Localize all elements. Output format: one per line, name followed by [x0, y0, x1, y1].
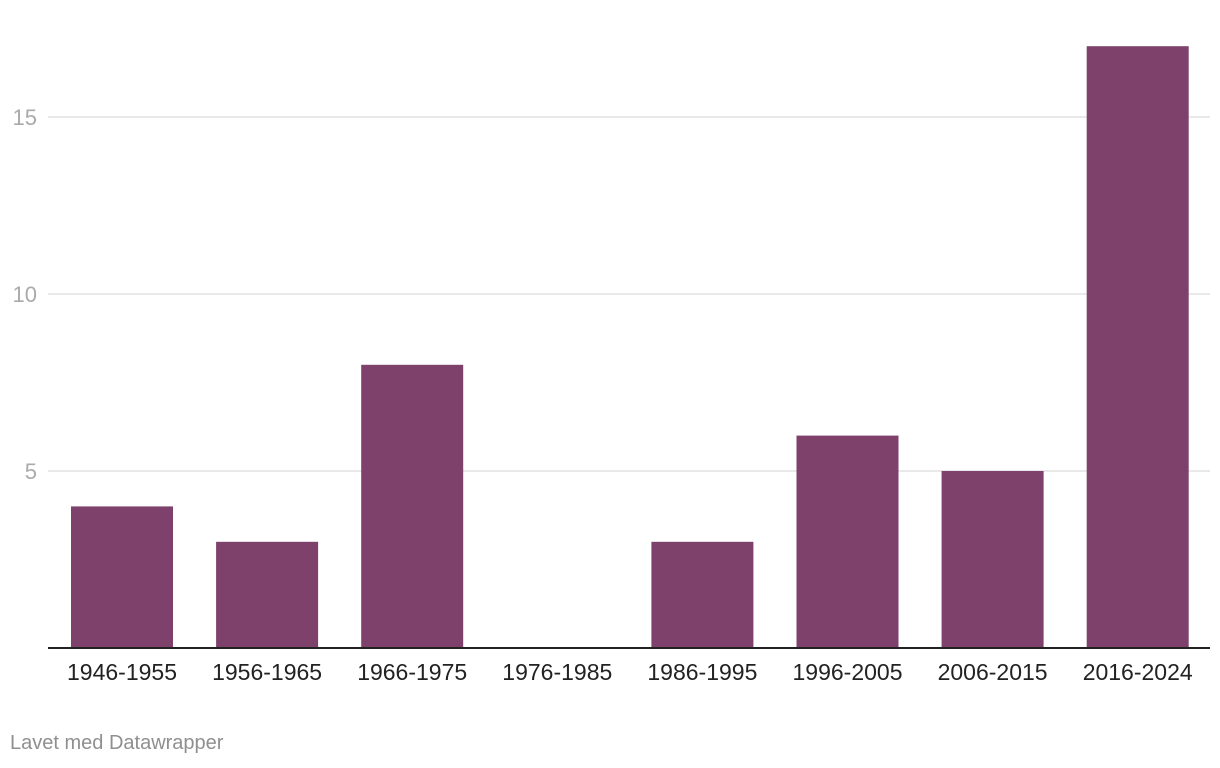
x-label-1956-1965: 1956-1965 — [212, 659, 322, 685]
y-tick-label-15: 15 — [13, 105, 37, 130]
y-tick-label-10: 10 — [13, 282, 37, 307]
bar-1956-1965 — [216, 541, 319, 648]
x-label-2016-2024: 2016-2024 — [1083, 659, 1193, 685]
x-label-1976-1985: 1976-1985 — [502, 659, 612, 685]
x-label-1946-1955: 1946-1955 — [67, 659, 177, 685]
bar-1966-1975 — [361, 364, 464, 648]
x-label-2006-2015: 2006-2015 — [938, 659, 1048, 685]
bar-2006-2015 — [941, 471, 1044, 648]
x-axis-labels: 1946-1955 1956-1965 1966-1975 1976-1985 1986… — [67, 659, 1193, 685]
credit-footer: Lavet med Datawrapper — [10, 732, 224, 754]
bar-1986-1995 — [651, 541, 754, 648]
x-label-1996-2005: 1996-2005 — [793, 659, 903, 685]
bar-1996-2005 — [796, 435, 899, 648]
y-axis-ticks: 5 10 15 — [13, 105, 37, 484]
bar-2016-2024 — [1086, 46, 1189, 648]
gridlines — [48, 116, 1210, 472]
bar-1946-1955 — [71, 506, 173, 648]
y-tick-label-5: 5 — [25, 459, 37, 484]
x-label-1986-1995: 1986-1995 — [647, 659, 757, 685]
bars — [71, 46, 1189, 648]
x-label-1966-1975: 1966-1975 — [357, 659, 467, 685]
